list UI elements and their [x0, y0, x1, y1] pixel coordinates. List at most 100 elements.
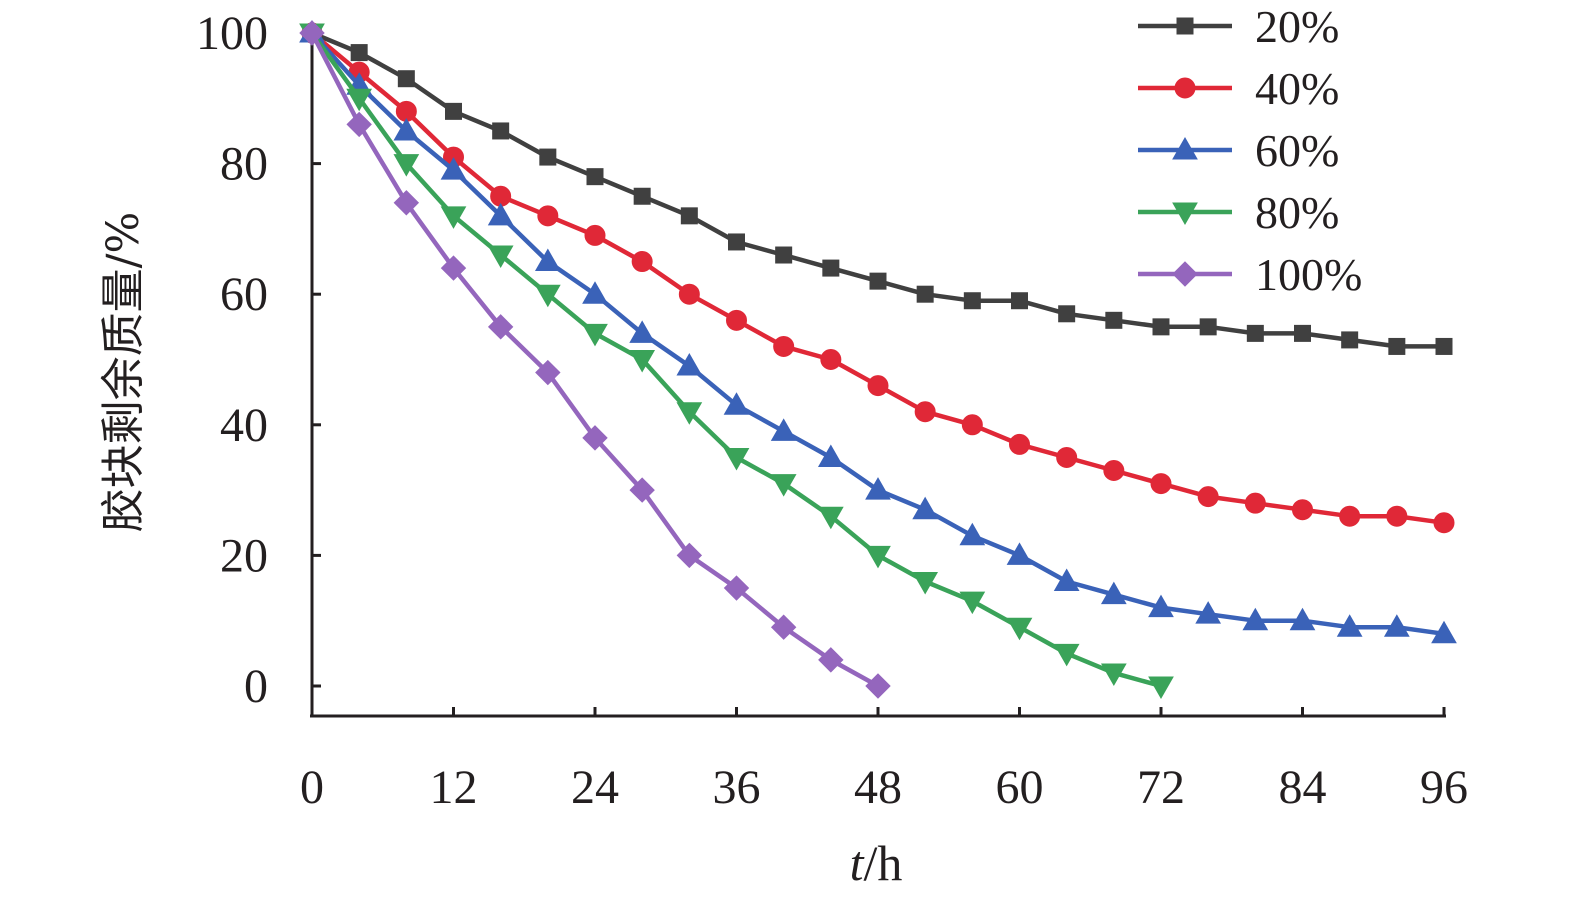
- data-point: [393, 117, 420, 141]
- data-point: [1341, 331, 1359, 349]
- data-point: [350, 44, 368, 62]
- x-tick-label: 24: [571, 761, 619, 814]
- data-point: [676, 402, 703, 425]
- data-point: [1105, 311, 1123, 329]
- data-point: [865, 673, 891, 699]
- x-axis-title: t/h: [850, 835, 903, 891]
- data-point: [1289, 607, 1316, 631]
- data-point: [820, 349, 842, 370]
- data-point: [586, 168, 604, 186]
- data-point: [299, 20, 325, 46]
- legend-marker: [1174, 77, 1196, 99]
- data-point: [633, 187, 651, 205]
- data-point: [346, 88, 373, 112]
- series-0: [303, 24, 1453, 355]
- data-point: [770, 474, 797, 497]
- data-point: [1011, 292, 1028, 310]
- data-point: [537, 205, 559, 227]
- data-point: [1148, 676, 1174, 700]
- data-point: [959, 522, 986, 546]
- data-point: [492, 122, 510, 140]
- data-point: [393, 190, 420, 216]
- data-point: [770, 418, 797, 441]
- data-point: [959, 591, 986, 615]
- data-point: [963, 292, 981, 310]
- data-point: [1435, 337, 1453, 355]
- data-point: [535, 359, 561, 386]
- data-point: [865, 477, 891, 500]
- legend-label: 100%: [1255, 249, 1362, 300]
- data-point: [534, 248, 561, 272]
- data-point: [723, 575, 750, 601]
- legend: 20% 40% 60% 80% 100%: [1138, 1, 1362, 300]
- data-point: [487, 202, 514, 226]
- data-point: [1009, 433, 1030, 455]
- legend-marker: [1172, 202, 1198, 226]
- legend-item: 80%: [1138, 187, 1339, 238]
- data-point: [865, 545, 891, 569]
- data-point: [1195, 601, 1222, 624]
- x-tick-label: 0: [300, 761, 324, 814]
- x-tick-label: 60: [996, 761, 1044, 814]
- x-tick-label: 12: [430, 761, 478, 814]
- data-point: [1058, 305, 1076, 323]
- data-point: [1336, 614, 1363, 637]
- series-4: [299, 20, 891, 699]
- data-point: [869, 272, 887, 290]
- x-tick-label: 84: [1279, 761, 1327, 814]
- data-point: [914, 401, 936, 423]
- data-point: [912, 496, 939, 520]
- data-point: [822, 259, 840, 277]
- data-point: [440, 157, 467, 180]
- data-point: [1006, 542, 1033, 565]
- data-point: [1244, 492, 1266, 514]
- data-point: [961, 414, 983, 436]
- x-tick-label: 48: [854, 761, 902, 814]
- x-tick-label: 36: [713, 761, 761, 814]
- data-point: [1386, 505, 1408, 527]
- data-point: [440, 255, 467, 281]
- data-point: [817, 506, 844, 530]
- y-tick-label: 20: [220, 529, 268, 582]
- data-point: [678, 283, 700, 305]
- data-point: [1053, 643, 1080, 667]
- data-point: [770, 614, 797, 640]
- data-point: [676, 542, 703, 569]
- legend-marker: [1176, 17, 1194, 35]
- series-lines: [299, 19, 1457, 700]
- data-point: [728, 233, 745, 251]
- data-point: [1383, 614, 1410, 637]
- data-point: [1433, 512, 1455, 534]
- data-point: [539, 148, 557, 166]
- legend-item: 20%: [1138, 1, 1339, 52]
- data-point: [773, 335, 795, 357]
- data-point: [1006, 617, 1033, 641]
- data-point: [1431, 620, 1457, 644]
- data-point: [680, 207, 698, 225]
- data-point: [1100, 663, 1127, 686]
- data-point: [723, 392, 750, 415]
- legend-item: 40%: [1138, 63, 1339, 114]
- data-point: [346, 111, 372, 138]
- data-point: [582, 425, 608, 451]
- data-point: [534, 284, 561, 308]
- axes: 0 20 40 60 80 100 0 12 24 36 48 60 72 84 96: [196, 7, 1468, 814]
- data-point: [629, 350, 656, 373]
- data-point: [1339, 505, 1361, 527]
- series-2: [299, 19, 1457, 644]
- data-point: [867, 375, 889, 397]
- data-point: [775, 246, 793, 264]
- data-point: [1150, 473, 1172, 495]
- data-point: [487, 314, 514, 340]
- y-tick-label: 60: [220, 268, 268, 321]
- data-point: [397, 70, 415, 88]
- y-tick-label: 40: [220, 399, 268, 452]
- data-point: [1148, 594, 1174, 618]
- y-tick-label: 100: [196, 7, 268, 60]
- data-point: [676, 353, 703, 376]
- data-point: [1292, 499, 1313, 521]
- data-point: [1152, 318, 1170, 336]
- legend-label: 60%: [1255, 125, 1339, 176]
- data-point: [818, 647, 844, 673]
